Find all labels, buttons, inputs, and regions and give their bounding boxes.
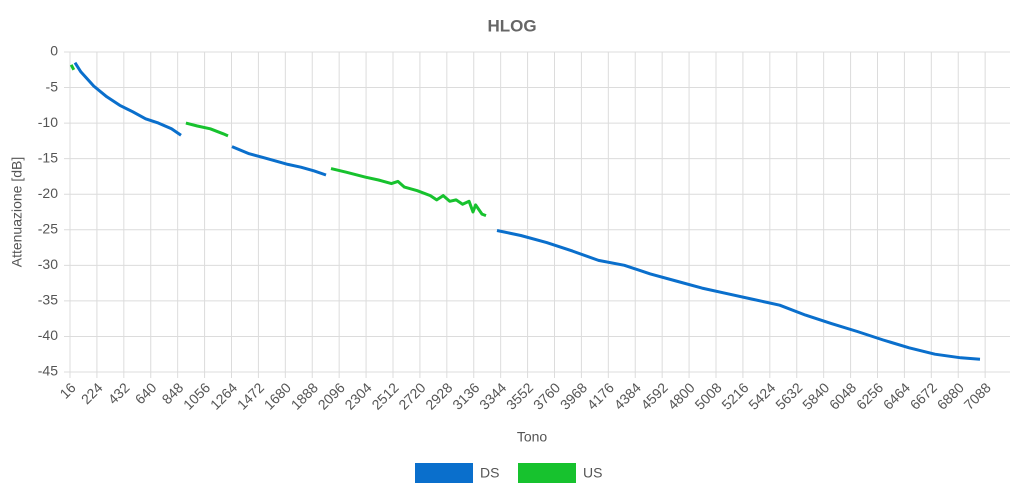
x-tick-label: 2720 bbox=[395, 379, 428, 412]
y-tick-label: -15 bbox=[38, 149, 58, 165]
x-tick-label: 5008 bbox=[691, 379, 724, 412]
y-axis-label: Attenuazione [dB] bbox=[9, 157, 25, 268]
x-tick-label: 4176 bbox=[584, 379, 617, 412]
x-tick-label: 432 bbox=[105, 379, 133, 407]
y-tick-label: -20 bbox=[38, 185, 58, 201]
x-tick-label: 3136 bbox=[449, 379, 482, 412]
y-tick-label: -25 bbox=[38, 220, 58, 236]
x-tick-label: 1056 bbox=[180, 379, 213, 412]
x-tick-label: 2512 bbox=[368, 379, 401, 412]
x-tick-label: 2304 bbox=[341, 379, 374, 412]
x-tick-label: 1264 bbox=[207, 379, 240, 412]
x-tick-label: 6880 bbox=[934, 379, 967, 412]
x-tick-label: 6464 bbox=[880, 379, 913, 412]
legend-swatch bbox=[518, 463, 576, 483]
x-tick-label: 2928 bbox=[422, 379, 455, 412]
x-tick-label: 6256 bbox=[853, 379, 886, 412]
y-tick-label: 0 bbox=[50, 43, 58, 59]
x-tick-label: 1888 bbox=[288, 379, 321, 412]
x-tick-label: 3760 bbox=[530, 379, 563, 412]
x-tick-label: 4800 bbox=[664, 379, 697, 412]
chart-title: HLOG bbox=[487, 16, 536, 35]
x-tick-label: 5216 bbox=[718, 379, 751, 412]
x-tick-label: 3344 bbox=[476, 379, 509, 412]
x-tick-label: 5632 bbox=[772, 379, 805, 412]
y-tick-label: -10 bbox=[38, 114, 58, 130]
x-tick-label: 7088 bbox=[961, 379, 994, 412]
x-tick-label: 4384 bbox=[611, 379, 644, 412]
y-tick-label: -45 bbox=[38, 363, 58, 379]
y-tick-label: -40 bbox=[38, 327, 58, 343]
x-tick-label: 1472 bbox=[234, 379, 267, 412]
x-tick-label: 1680 bbox=[261, 379, 294, 412]
y-tick-label: -5 bbox=[46, 78, 59, 94]
x-tick-label: 5424 bbox=[745, 379, 778, 412]
x-tick-label: 3552 bbox=[503, 379, 536, 412]
x-axis-label: Tono bbox=[517, 429, 548, 445]
legend-label: US bbox=[583, 465, 602, 481]
x-tick-label: 640 bbox=[132, 379, 160, 407]
x-tick-label: 224 bbox=[78, 379, 106, 407]
x-tick-label: 6672 bbox=[907, 379, 940, 412]
data-line bbox=[73, 61, 981, 361]
legend-label: DS bbox=[480, 465, 499, 481]
legend-swatch bbox=[415, 463, 473, 483]
y-tick-label: -35 bbox=[38, 292, 58, 308]
x-tick-label: 5840 bbox=[799, 379, 832, 412]
x-tick-label: 2096 bbox=[315, 379, 348, 412]
x-tick-label: 16 bbox=[56, 379, 78, 401]
y-tick-label: -30 bbox=[38, 256, 58, 272]
x-tick-label: 6048 bbox=[826, 379, 859, 412]
x-tick-label: 3968 bbox=[557, 379, 590, 412]
data-line bbox=[69, 64, 487, 218]
x-tick-label: 4592 bbox=[638, 379, 671, 412]
